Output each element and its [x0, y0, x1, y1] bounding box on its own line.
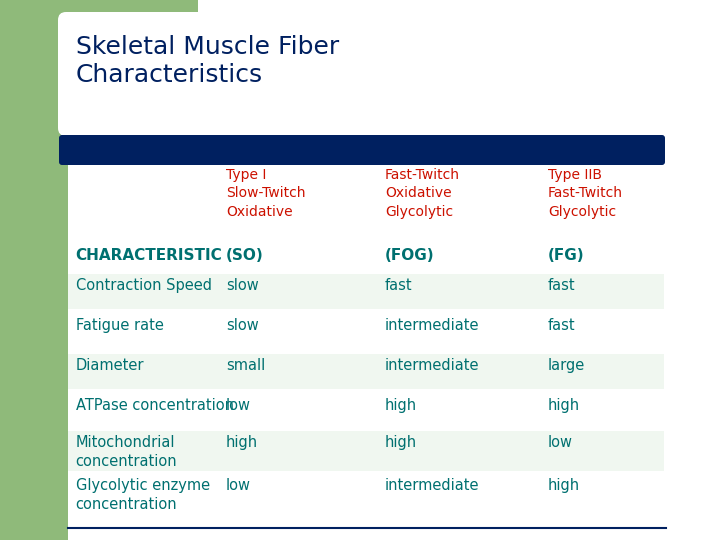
Text: (FOG): (FOG) — [385, 248, 435, 263]
Text: ATPase concentration: ATPase concentration — [76, 398, 233, 413]
Bar — [68, 0, 198, 128]
Text: fast: fast — [385, 278, 413, 293]
Bar — [68, 474, 664, 516]
Text: Fatigue rate: Fatigue rate — [76, 318, 163, 333]
Bar — [68, 394, 664, 429]
FancyBboxPatch shape — [59, 135, 665, 165]
Text: intermediate: intermediate — [385, 358, 480, 373]
Text: Contraction Speed: Contraction Speed — [76, 278, 212, 293]
Text: intermediate: intermediate — [385, 478, 480, 493]
Text: fast: fast — [548, 278, 575, 293]
Text: CHARACTERISTIC: CHARACTERISTIC — [76, 248, 222, 263]
Text: (SO): (SO) — [226, 248, 264, 263]
Text: high: high — [548, 478, 580, 493]
Text: high: high — [548, 398, 580, 413]
Bar — [68, 354, 664, 389]
Text: high: high — [226, 435, 258, 450]
Text: low: low — [548, 435, 573, 450]
Bar — [68, 274, 664, 309]
Text: small: small — [226, 358, 265, 373]
Text: low: low — [226, 398, 251, 413]
Text: intermediate: intermediate — [385, 318, 480, 333]
Text: Type IIB
Fast-Twitch
Glycolytic: Type IIB Fast-Twitch Glycolytic — [548, 168, 623, 219]
Text: high: high — [385, 398, 417, 413]
FancyBboxPatch shape — [58, 12, 644, 136]
Text: fast: fast — [548, 318, 575, 333]
Bar — [68, 431, 664, 471]
Bar — [68, 314, 664, 349]
Text: Type I
Slow-Twitch
Oxidative: Type I Slow-Twitch Oxidative — [226, 168, 305, 219]
Bar — [0, 0, 68, 540]
Text: large: large — [548, 358, 585, 373]
Text: low: low — [226, 478, 251, 493]
Text: Diameter: Diameter — [76, 358, 144, 373]
Text: Glycolytic enzyme
concentration: Glycolytic enzyme concentration — [76, 478, 210, 511]
Text: Mitochondrial
concentration: Mitochondrial concentration — [76, 435, 177, 469]
Text: slow: slow — [226, 278, 258, 293]
Text: slow: slow — [226, 318, 258, 333]
Text: (FG): (FG) — [548, 248, 585, 263]
Text: high: high — [385, 435, 417, 450]
Text: Fast-Twitch
Oxidative
Glycolytic: Fast-Twitch Oxidative Glycolytic — [385, 168, 460, 219]
Text: Skeletal Muscle Fiber
Characteristics: Skeletal Muscle Fiber Characteristics — [76, 35, 339, 87]
